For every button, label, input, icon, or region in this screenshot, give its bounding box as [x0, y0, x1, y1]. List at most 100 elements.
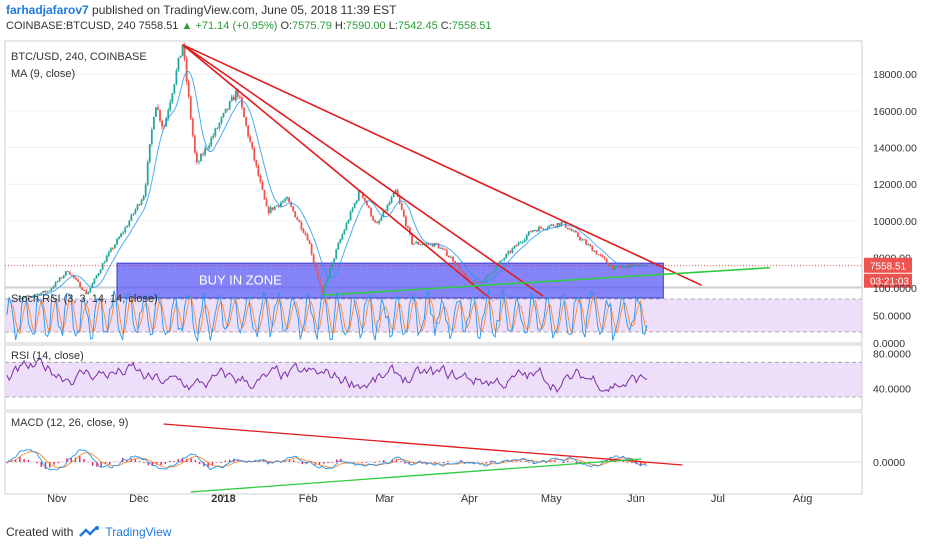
candle-body [28, 295, 30, 297]
candle-body [591, 246, 594, 252]
candle-body [394, 190, 397, 193]
candle-body [34, 294, 36, 296]
candle-body [581, 239, 583, 241]
macd-histogram-bar [53, 462, 55, 465]
macd-histogram-bar [143, 462, 145, 463]
macd-histogram-bar [391, 459, 393, 462]
candle-body [605, 258, 608, 263]
candle-body [343, 229, 346, 235]
rsi-line [6, 358, 648, 393]
price-y-tick-label: 12000.00 [873, 179, 917, 191]
candle-body [615, 266, 618, 268]
candle-body [435, 243, 438, 245]
candle-body [454, 261, 456, 265]
ma-indicator-label: MA (9, close) [11, 68, 75, 80]
ma-line [26, 70, 646, 300]
candle-body [46, 291, 49, 293]
candle-body [392, 192, 395, 198]
candle-body [232, 96, 235, 101]
candle-body [398, 196, 401, 204]
chart-area[interactable]: 18000.00 16000.00 14000.00 12000.00 10000.00… [0, 36, 932, 520]
candle-body [234, 90, 237, 101]
macd-histogram-bar [224, 460, 227, 462]
candle-body [302, 229, 305, 233]
candle-body [566, 227, 569, 230]
tradingview-link[interactable]: TradingView [105, 525, 172, 539]
candle-body [216, 128, 219, 130]
macd-histogram-bar [14, 459, 17, 462]
candle-body [161, 120, 163, 127]
candle-body [493, 270, 495, 274]
candle-body [329, 268, 331, 278]
candle-body [478, 282, 481, 284]
candle-body [484, 277, 487, 283]
macd-histogram-bar [23, 459, 25, 462]
candle-body [282, 201, 284, 203]
open-value: 7575.79 [292, 20, 332, 32]
candle-body [488, 273, 491, 275]
candle-body [99, 269, 102, 274]
candle-body [114, 244, 116, 249]
macd-histogram-bar [211, 462, 214, 465]
candle-body [456, 264, 458, 266]
rsi-y-tick-label: 40.0000 [873, 383, 911, 395]
candle-body [474, 281, 477, 283]
candle-body [275, 205, 278, 207]
macd-histogram-bar [134, 459, 137, 462]
candle-body [85, 290, 88, 295]
close-value: 7558.51 [451, 20, 492, 32]
macd-histogram-bar [519, 461, 522, 462]
stoch-pane-title: Stoch RSI (3, 3, 14, 14, close) [11, 293, 158, 305]
candle-body [441, 247, 444, 249]
author-link[interactable]: farhadjafarov7 [6, 3, 89, 17]
macd-histogram-bar [258, 461, 261, 462]
candle-body [101, 263, 104, 270]
candle-body [167, 110, 170, 118]
candle-body [437, 244, 440, 249]
x-axis-tick-label: Nov [47, 493, 67, 505]
candle-body [93, 278, 96, 284]
x-axis-tick-label: Dec [129, 493, 149, 505]
candle-body [32, 295, 34, 297]
candle-body [589, 244, 592, 247]
candle-body [447, 255, 450, 257]
macd-histogram-bar [494, 461, 496, 462]
candle-body [36, 293, 38, 295]
stoch-d-line [6, 293, 648, 336]
candle-body [323, 286, 325, 294]
candle-body [218, 122, 221, 129]
candle-body [519, 242, 522, 244]
candle-body [251, 141, 254, 149]
macd-histogram-bar [177, 459, 179, 462]
candle-body [81, 287, 84, 291]
candle-body [431, 243, 434, 247]
candle-body [552, 224, 555, 226]
candle-body [118, 237, 120, 240]
candle-body [417, 241, 420, 245]
candle-body [265, 199, 268, 207]
macd-histogram-bar [228, 459, 231, 462]
candle-body [95, 275, 98, 279]
candle-body [144, 184, 147, 197]
candle-body [640, 266, 643, 268]
change-value: +71.14 (+0.95%) [195, 20, 278, 32]
candle-body [505, 253, 508, 259]
candle-body [187, 81, 190, 97]
macd-histogram-bar [609, 458, 612, 462]
publish-info: farhadjafarov7 published on TradingView.… [6, 3, 396, 17]
candle-body [331, 262, 334, 269]
macd-histogram-bar [365, 462, 368, 463]
macd-histogram-bar [485, 462, 488, 464]
candle-body [411, 234, 413, 245]
macd-histogram-bar [70, 457, 72, 462]
candle-body [210, 137, 213, 146]
macd-histogram-bar [96, 462, 98, 467]
candle-body [296, 217, 299, 220]
macd-histogram-bar [528, 462, 530, 463]
candle-body [400, 203, 403, 210]
candle-body [52, 286, 55, 289]
candle-body [472, 281, 475, 285]
candle-body [382, 211, 385, 218]
candle-body [370, 207, 372, 217]
stoch-y-tick-label: 100.0000 [873, 283, 917, 295]
